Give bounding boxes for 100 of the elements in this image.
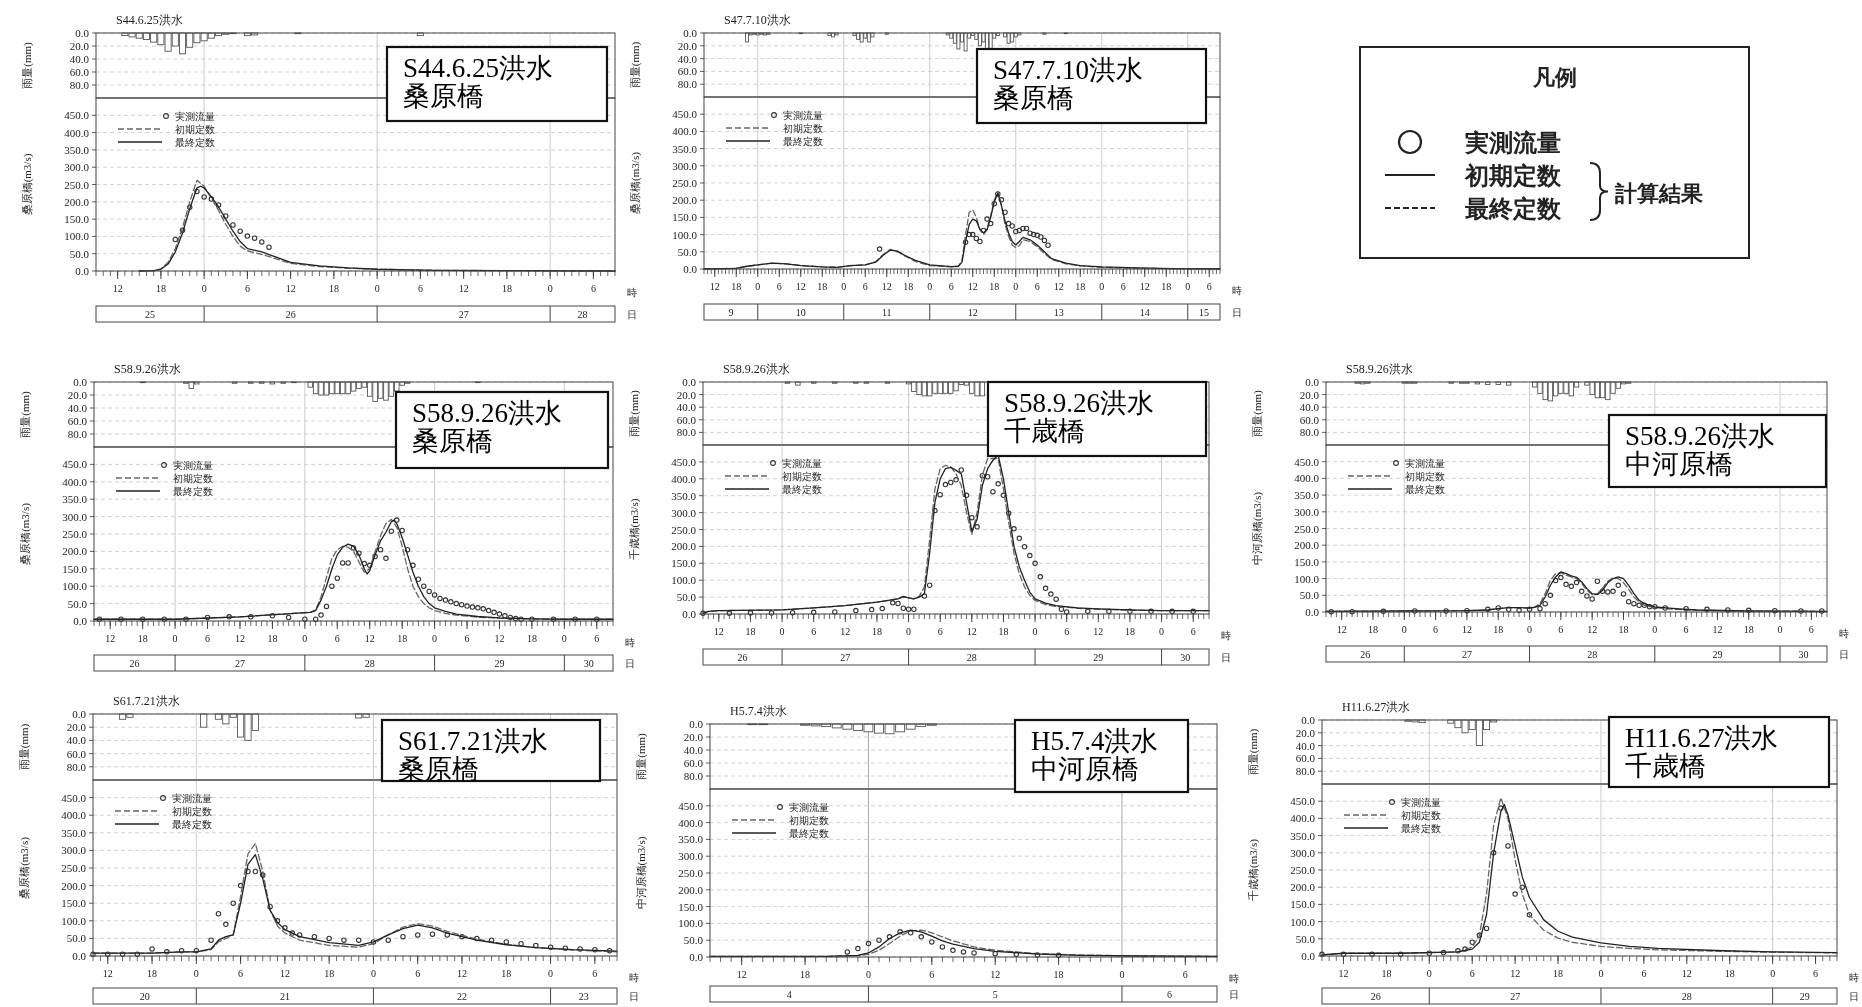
text: 凡例 — [1531, 65, 1577, 90]
y-axis-title: 中河原橋(m3/s) — [634, 836, 648, 910]
y-tick-label: 200.0 — [61, 879, 87, 892]
y-tick-label: 150.0 — [1290, 898, 1316, 911]
x-tick-label: 0 — [841, 281, 847, 292]
x-tick-label: 18 — [745, 626, 756, 637]
y-tick-label: 250.0 — [678, 867, 704, 879]
y-tick-label: 50.0 — [1299, 589, 1320, 602]
annotation: S44.6.25洪水 — [403, 53, 554, 83]
y-axis-title: 千歳橋(m3/s) — [627, 498, 641, 561]
y-tick-label: 350.0 — [672, 142, 698, 155]
y-tick-label: 0.0 — [1301, 714, 1316, 726]
x-tick-label: 0 — [1032, 626, 1038, 637]
chart-title: S58.9.26洪水 — [723, 362, 790, 376]
legend-label: 初期定数 — [783, 123, 823, 134]
x2-tick-label: 29 — [1712, 649, 1723, 660]
y-tick-label: 300.0 — [672, 159, 698, 172]
x-tick-label: 6 — [1813, 968, 1819, 979]
x-tick-label: 18 — [155, 283, 166, 294]
x2-tick-label: 4 — [786, 989, 792, 1000]
y-tick-label: 350.0 — [671, 489, 697, 502]
y-tick-label: 60.0 — [676, 413, 697, 426]
annotation: 中河原橋 — [1625, 449, 1733, 479]
x-tick-label: 18 — [1367, 624, 1378, 635]
legend-label: 実測流量 — [172, 793, 212, 804]
y-tick-label: 350.0 — [1294, 489, 1320, 502]
legend-label: 実測流量 — [175, 111, 215, 122]
y-tick-label: 60.0 — [66, 747, 87, 760]
legend-label: 初期定数 — [175, 124, 215, 135]
y-tick-label: 350.0 — [62, 493, 88, 506]
y-axis-title: 雨量(mm) — [20, 41, 34, 89]
x-tick-label: 6 — [415, 968, 421, 979]
x-tick-label: 12 — [458, 283, 469, 294]
y-tick-label: 80.0 — [1295, 765, 1316, 778]
y-tick-label: 150.0 — [62, 562, 88, 575]
y-tick-label: 400.0 — [61, 809, 87, 822]
x2-tick-label: 28 — [577, 309, 588, 320]
text: 計算結果 — [1614, 180, 1704, 206]
x-tick-label: 12 — [1093, 626, 1104, 637]
legend-label: 実測流量 — [1401, 797, 1441, 808]
legend-label: 最終定数 — [783, 136, 823, 147]
x-tick-label: 12 — [967, 281, 978, 292]
x2-axis-title: 日 — [1221, 652, 1231, 663]
y-tick-label: 150.0 — [64, 213, 90, 226]
y-tick-label: 350.0 — [61, 826, 87, 839]
chart-title: S47.7.10洪水 — [724, 13, 791, 27]
y-tick-label: 300.0 — [678, 850, 704, 863]
x-tick-label: 0 — [1652, 624, 1658, 635]
y-tick-label: 100.0 — [61, 914, 87, 927]
x-tick-label: 6 — [1683, 624, 1689, 635]
x2-tick-label: 11 — [881, 307, 892, 318]
annotation: S58.9.26洪水 — [1625, 421, 1776, 451]
x2-tick-label: 27 — [1510, 991, 1521, 1002]
x-tick-label: 6 — [590, 283, 596, 294]
legend-label: 最終定数 — [782, 484, 822, 495]
x2-tick-label: 28 — [1587, 649, 1598, 660]
x2-tick-label: 26 — [1370, 991, 1381, 1002]
x-tick-label: 12 — [1712, 624, 1723, 635]
x-tick-label: 0 — [1401, 624, 1407, 635]
x-tick-label: 0 — [302, 633, 308, 644]
x-tick-label: 6 — [334, 633, 340, 644]
legend-label: 実測流量 — [173, 460, 213, 471]
x-tick-label: 18 — [989, 281, 1000, 292]
x-tick-label: 12 — [102, 968, 113, 979]
x2-tick-label: 28 — [966, 652, 977, 663]
y-tick-label: 40.0 — [66, 734, 87, 747]
x-tick-label: 12 — [966, 626, 977, 637]
y-axis-title: 桑原橋(m3/s) — [20, 153, 34, 216]
x-axis-title: 時 — [1221, 630, 1231, 641]
x-tick-label: 18 — [1553, 968, 1564, 979]
x2-tick-label: 26 — [285, 309, 296, 320]
y-tick-label: 0.0 — [72, 950, 87, 962]
x-tick-label: 18 — [1075, 281, 1086, 292]
y-tick-label: 100.0 — [672, 228, 698, 241]
y-tick-label: 200.0 — [671, 540, 697, 553]
annotation: 桑原橋 — [412, 426, 493, 456]
y-tick-label: 400.0 — [1290, 812, 1316, 825]
y-tick-label: 0.0 — [1305, 376, 1320, 388]
x-tick-label: 18 — [1724, 968, 1735, 979]
x2-tick-label: 27 — [1461, 649, 1472, 660]
y-tick-label: 80.0 — [683, 770, 704, 782]
x-tick-label: 12 — [1461, 624, 1472, 635]
chart-title: S58.9.26洪水 — [1346, 362, 1413, 376]
x-tick-label: 0 — [374, 283, 380, 294]
legend-label: 初期定数 — [173, 473, 213, 484]
x-tick-label: 0 — [561, 633, 567, 644]
x-tick-label: 18 — [1124, 626, 1135, 637]
y-tick-label: 60.0 — [683, 757, 704, 769]
y-tick-label: 50.0 — [683, 934, 704, 947]
y-tick-label: 450.0 — [62, 458, 88, 471]
y-tick-label: 80.0 — [66, 760, 87, 773]
x-tick-label: 6 — [417, 283, 423, 294]
y-tick-label: 50.0 — [677, 245, 698, 258]
y-tick-label: 0.0 — [682, 376, 697, 388]
y-tick-label: 20.0 — [683, 731, 704, 743]
y-tick-label: 80.0 — [676, 426, 697, 439]
legend-label: 実測流量 — [789, 802, 829, 813]
x-axis-title: 時 — [1849, 972, 1859, 983]
x-tick-label: 6 — [862, 281, 868, 292]
y-tick-label: 50.0 — [69, 247, 90, 260]
